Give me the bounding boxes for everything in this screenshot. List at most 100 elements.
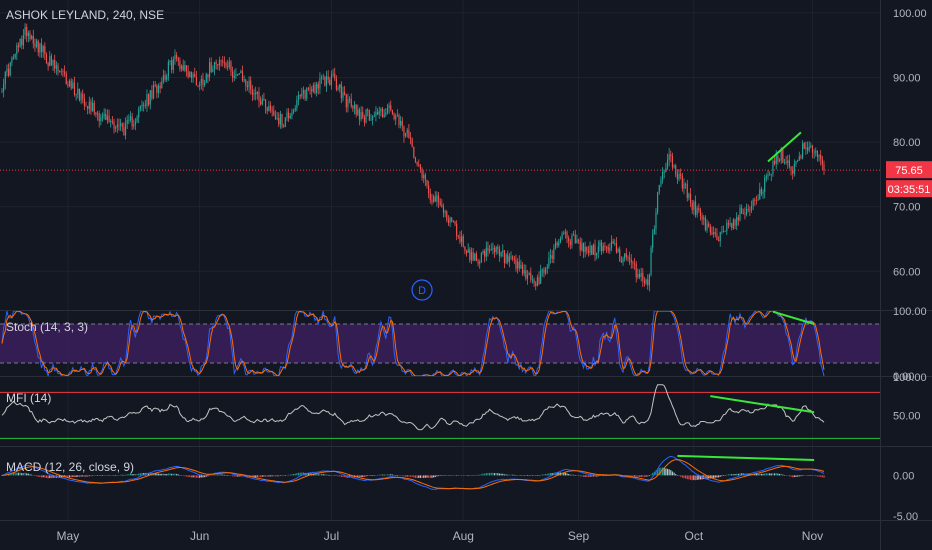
stoch-tick-label: 100.00	[893, 306, 927, 318]
candle-body	[657, 191, 659, 213]
macd-histogram-bar	[245, 475, 247, 477]
candle-body	[248, 80, 250, 88]
candle-body	[586, 246, 588, 252]
candle-body	[185, 65, 188, 72]
candle-body	[444, 211, 446, 213]
candle-body	[447, 219, 449, 223]
candle-body	[469, 249, 471, 261]
candle-body	[601, 242, 603, 252]
candle-body	[582, 243, 585, 253]
macd-histogram-bar	[495, 472, 497, 476]
mfi-pane[interactable]	[0, 384, 880, 439]
candle-body	[34, 43, 36, 47]
macd-histogram-bar	[240, 475, 242, 477]
macd-histogram-bar	[149, 472, 151, 476]
macd-histogram-bar	[762, 473, 764, 476]
macd-histogram-bar	[232, 475, 234, 477]
candle-body	[726, 222, 728, 232]
macd-histogram-bar	[192, 475, 194, 478]
macd-histogram-bar	[441, 475, 443, 476]
candle-body	[788, 160, 790, 167]
macd-histogram-bar	[344, 475, 346, 478]
macd-histogram-bar	[459, 475, 461, 476]
trendline-price[interactable]	[767, 131, 802, 163]
macd-histogram-bar	[322, 474, 324, 476]
macd-histogram-bar	[800, 475, 802, 477]
candle-body	[40, 43, 43, 53]
macd-histogram-bar	[722, 475, 725, 476]
candle-body	[93, 102, 95, 113]
candle-body	[299, 94, 301, 97]
candle-body	[217, 64, 219, 66]
candle-body	[362, 112, 364, 118]
macd-histogram-bar	[587, 475, 590, 477]
candle-body	[45, 54, 48, 63]
candle-body	[327, 76, 329, 80]
candle-body	[378, 111, 380, 115]
candle-body	[128, 119, 130, 121]
macd-histogram-bar	[821, 475, 823, 478]
price-pane[interactable]: D	[0, 23, 880, 301]
candle-body	[189, 71, 191, 77]
candle-body	[358, 109, 361, 120]
candle-body	[729, 223, 731, 225]
macd-histogram-bar	[716, 475, 718, 478]
macd-histogram-bar	[759, 473, 761, 476]
candle-body	[146, 94, 148, 106]
macd-histogram-bar	[12, 472, 15, 476]
macd-histogram-bar	[490, 472, 492, 476]
candle-body	[624, 253, 626, 259]
candle-body	[32, 35, 34, 44]
macd-histogram-bar	[176, 473, 178, 476]
candle-body	[208, 62, 211, 78]
candle-body	[80, 93, 82, 101]
candle-body	[568, 237, 570, 242]
macd-histogram-bar	[739, 473, 741, 476]
macd-histogram-bar	[284, 475, 286, 476]
trendline-mfi[interactable]	[710, 395, 815, 414]
macd-histogram-bar	[230, 475, 232, 476]
candle-body	[760, 189, 762, 194]
candle-body	[823, 164, 825, 171]
macd-histogram-bar	[477, 474, 479, 476]
macd-histogram-bar	[513, 474, 515, 476]
macd-histogram-bar	[797, 475, 799, 477]
mfi-line	[1, 384, 825, 431]
candle-body	[757, 199, 759, 201]
macd-histogram-bar	[810, 475, 812, 476]
candle-body	[737, 217, 739, 221]
candle-body	[312, 85, 314, 92]
candle-body	[645, 279, 647, 284]
candle-body	[647, 279, 649, 286]
macd-histogram-bar	[172, 473, 174, 476]
trendline-stoch[interactable]	[772, 310, 815, 325]
event-marker-circle[interactable]	[411, 279, 433, 301]
macd-histogram-bar	[388, 474, 390, 476]
candle-body	[96, 113, 99, 115]
macd-histogram-bar	[485, 473, 487, 476]
trendline-macd[interactable]	[677, 454, 815, 461]
candle-body	[227, 65, 229, 68]
macd-histogram-bar	[255, 475, 257, 477]
macd-histogram-bar	[734, 474, 736, 476]
macd-histogram-bar	[306, 472, 308, 476]
stoch-pane[interactable]	[0, 310, 880, 378]
candle-body	[538, 277, 540, 284]
macd-histogram-bar	[72, 475, 74, 477]
macd-pane[interactable]	[1, 455, 825, 490]
macd-histogram-bar	[324, 474, 326, 476]
macd-histogram-bar	[360, 475, 362, 478]
macd-histogram-bar	[528, 475, 530, 476]
signal-line	[1, 459, 825, 490]
candle-body	[1, 91, 3, 92]
candle-body	[139, 106, 141, 110]
macd-histogram-bar	[815, 475, 817, 477]
x-axis-label: Jun	[190, 529, 209, 543]
macd-histogram-bar	[502, 473, 504, 476]
macd-histogram-bar	[731, 474, 733, 476]
candle-body	[607, 246, 609, 251]
candle-body	[243, 79, 245, 81]
candle-body	[276, 118, 278, 119]
macd-histogram-bar	[433, 475, 435, 478]
macd-histogram-bar	[358, 475, 361, 478]
